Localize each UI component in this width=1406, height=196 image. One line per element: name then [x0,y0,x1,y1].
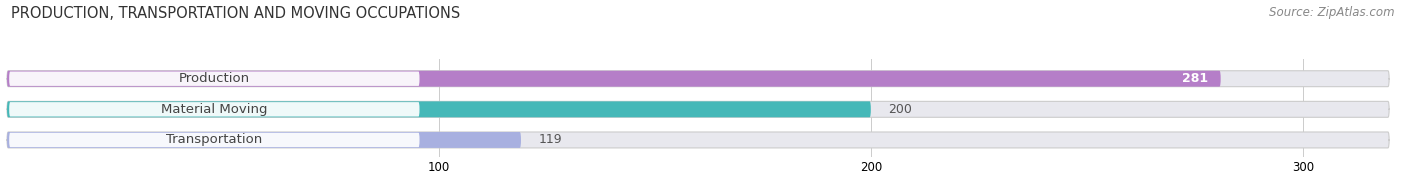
FancyBboxPatch shape [7,71,1389,87]
Text: Material Moving: Material Moving [162,103,267,116]
Text: Source: ZipAtlas.com: Source: ZipAtlas.com [1270,6,1395,19]
FancyBboxPatch shape [10,72,419,86]
Text: Transportation: Transportation [166,133,263,146]
Text: 281: 281 [1181,72,1208,85]
FancyBboxPatch shape [7,132,522,148]
FancyBboxPatch shape [7,71,1220,87]
Text: PRODUCTION, TRANSPORTATION AND MOVING OCCUPATIONS: PRODUCTION, TRANSPORTATION AND MOVING OC… [11,6,461,21]
Text: 200: 200 [889,103,912,116]
FancyBboxPatch shape [10,102,419,117]
Text: 119: 119 [538,133,562,146]
FancyBboxPatch shape [7,132,1389,148]
FancyBboxPatch shape [7,101,870,117]
FancyBboxPatch shape [10,133,419,147]
Text: Production: Production [179,72,250,85]
FancyBboxPatch shape [7,101,1389,117]
